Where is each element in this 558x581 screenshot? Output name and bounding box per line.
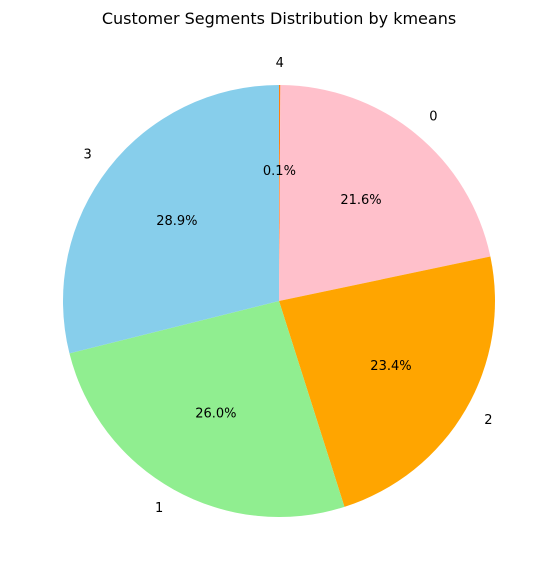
slice-pct-label-0: 21.6% xyxy=(340,193,381,208)
pie-slice-0 xyxy=(279,85,491,301)
slice-label-3: 3 xyxy=(83,147,91,162)
pie-slices xyxy=(62,84,495,517)
slice-label-4: 4 xyxy=(276,56,284,71)
slice-pct-label-4: 0.1% xyxy=(263,164,296,179)
pie-slice-3 xyxy=(62,85,280,354)
slice-label-0: 0 xyxy=(429,109,437,124)
pie-slice-2 xyxy=(279,256,495,507)
slice-pct-label-2: 23.4% xyxy=(370,359,411,374)
slice-label-2: 2 xyxy=(484,413,492,428)
pie-slice-1 xyxy=(69,301,345,517)
slice-pct-label-1: 26.0% xyxy=(195,407,236,422)
slice-label-1: 1 xyxy=(155,501,163,516)
slice-pct-label-3: 28.9% xyxy=(156,214,197,229)
pie-slice-4 xyxy=(279,84,281,301)
chart-title: Customer Segments Distribution by kmeans xyxy=(102,9,456,28)
pie-labels: 4 0.1% 0 21.6% 2 23.4% 1 26.0% 3 28.9% xyxy=(83,56,492,516)
